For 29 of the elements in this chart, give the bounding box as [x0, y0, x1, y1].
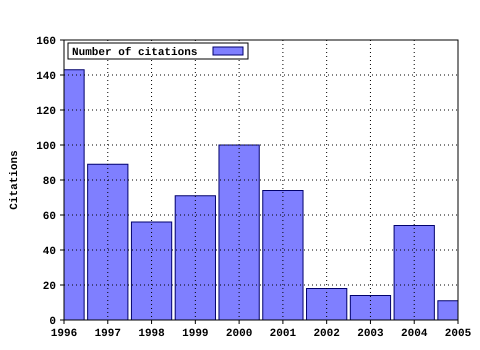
x-tick-label: 2005	[444, 328, 472, 340]
y-tick-label: 160	[36, 36, 56, 48]
y-tick-label: 60	[42, 211, 56, 223]
bar	[350, 295, 392, 320]
x-tick-label: 2003	[357, 328, 384, 340]
x-tick-label: 1999	[182, 328, 209, 340]
bar	[130, 222, 172, 320]
x-tick-label: 2004	[401, 328, 428, 340]
y-tick-label: 100	[36, 141, 56, 153]
y-tick-label: 0	[49, 316, 56, 328]
x-tick-label: 2000	[226, 328, 252, 340]
x-tick-label: 1996	[50, 328, 78, 340]
bar	[306, 288, 348, 320]
x-tick-label: 2001	[270, 328, 296, 340]
y-tick-label: 40	[42, 246, 56, 258]
legend-label: Number of citations	[72, 46, 198, 59]
y-tick-label: 20	[42, 281, 56, 293]
y-axis-title: Citations	[9, 150, 21, 210]
x-tick-label: 1997	[94, 328, 121, 340]
bar	[174, 195, 216, 320]
y-tick-label: 80	[42, 176, 56, 188]
x-tick-label: 1998	[138, 328, 166, 340]
bar	[218, 144, 260, 320]
y-tick-label: 140	[36, 71, 56, 83]
x-tick-label: 2002	[313, 328, 340, 340]
y-tick-label: 120	[36, 106, 56, 118]
bar	[87, 164, 128, 320]
bar	[262, 190, 304, 320]
bar	[394, 225, 435, 320]
